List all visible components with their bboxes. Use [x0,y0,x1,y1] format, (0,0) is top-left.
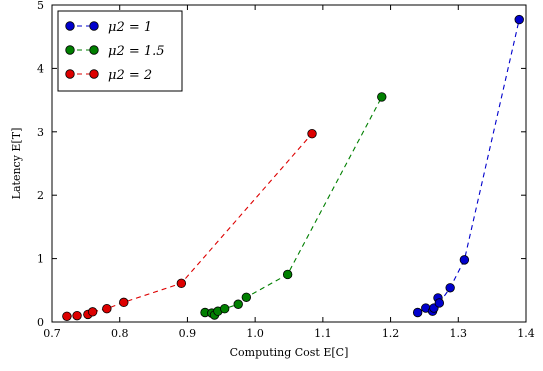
series-2-point [219,303,230,314]
x-tick-label: 1.1 [314,327,332,340]
legend-marker-1 [65,21,75,31]
series-3-point [119,297,129,308]
series-line-3 [66,133,313,317]
series-2-point [241,292,252,302]
series-3-point [72,310,82,321]
plot-area [62,14,524,321]
series-3-point [62,311,72,321]
legend-label-1: μ2 = 1 [108,20,152,35]
series-2-point [282,269,293,280]
series-1-point [412,307,423,318]
series-1-point [459,255,470,265]
y-tick-label: 4 [37,62,44,75]
y-tick-label: 2 [37,189,44,202]
series-2-point [377,92,387,102]
x-tick-label: 1.3 [450,327,468,340]
x-tick-label: 1.0 [246,327,264,340]
x-axis-label: Computing Cost E[C] [230,346,349,359]
legend-marker-3 [89,69,99,79]
x-tick-label: 0.9 [179,327,197,340]
y-tick-label: 5 [37,0,44,12]
legend-label-2: μ2 = 1.5 [108,44,165,59]
y-tick-label: 3 [37,126,44,139]
x-tick-label: 0.8 [111,327,129,340]
legend-label-3: μ2 = 2 [108,68,152,83]
series-2-point [233,299,243,309]
legend-marker-2 [89,45,99,55]
series-1-point [434,298,445,308]
legend-marker-2 [65,45,75,55]
y-axis-label: Latency E[T] [10,128,23,200]
series-1-point [445,283,455,293]
series-3-point [87,307,98,317]
y-tick-label: 1 [37,253,44,266]
series-3-point [102,303,112,314]
y-tick-label: 0 [37,316,44,329]
series-3-point [307,129,317,139]
series-1-point [514,14,524,25]
plot-frame [51,4,527,323]
series-3-point [176,278,187,289]
series-line-2 [204,96,383,316]
series-line-1 [417,19,520,313]
axis-ticks: 0.7 0.8 0.9 1.0 1.1 1.2 1.3 1.4 0 1 2 3 4 5 [37,0,535,340]
x-tick-label: 1.4 [517,327,535,340]
x-tick-label: 1.2 [382,327,400,340]
x-tick-label: 0.7 [43,327,61,340]
legend-marker-3 [65,69,75,79]
legend: μ2 = 1 μ2 = 1.5 μ2 = 2 [57,10,183,92]
legend-marker-1 [89,21,99,31]
legend-box [57,10,183,92]
